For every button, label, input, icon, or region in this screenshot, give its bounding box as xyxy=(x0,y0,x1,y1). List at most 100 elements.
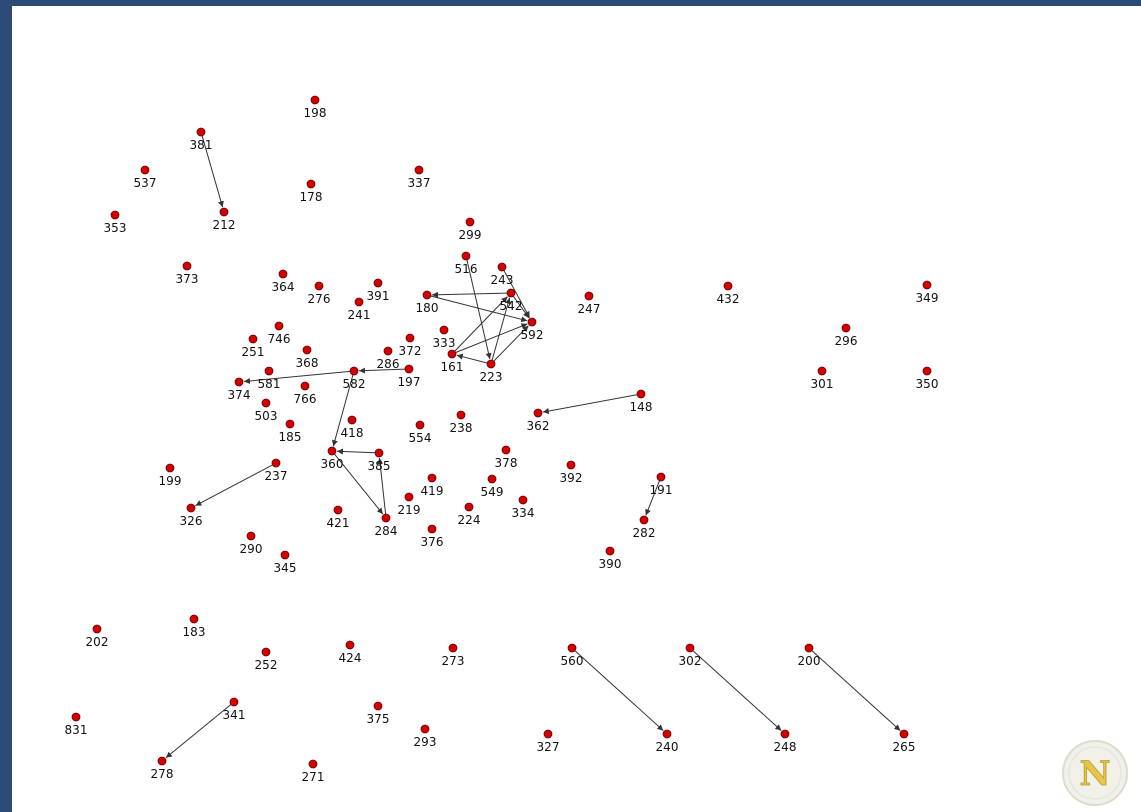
node-dot[interactable] xyxy=(639,515,649,525)
node-265[interactable]: 265 xyxy=(893,729,916,754)
node-dot[interactable] xyxy=(373,701,383,711)
node-284[interactable]: 284 xyxy=(375,513,398,538)
node-dot[interactable] xyxy=(246,531,256,541)
node-dot[interactable] xyxy=(447,349,457,359)
node-248[interactable]: 248 xyxy=(774,729,797,754)
node-376[interactable]: 376 xyxy=(421,524,444,549)
node-333[interactable]: 333 xyxy=(433,325,456,350)
node-dot[interactable] xyxy=(422,290,432,300)
node-503[interactable]: 503 xyxy=(255,398,278,423)
node-327[interactable]: 327 xyxy=(537,729,560,754)
node-180[interactable]: 180 xyxy=(416,290,439,315)
node-dot[interactable] xyxy=(487,474,497,484)
node-dot[interactable] xyxy=(347,415,357,425)
node-dot[interactable] xyxy=(566,460,576,470)
node-373[interactable]: 373 xyxy=(176,261,199,286)
node-345[interactable]: 345 xyxy=(274,550,297,575)
node-251[interactable]: 251 xyxy=(242,334,265,359)
node-dot[interactable] xyxy=(543,729,553,739)
node-dot[interactable] xyxy=(383,346,393,356)
node-dot[interactable] xyxy=(306,179,316,189)
node-dot[interactable] xyxy=(333,505,343,515)
node-dot[interactable] xyxy=(404,364,414,374)
node-dot[interactable] xyxy=(584,291,594,301)
node-dot[interactable] xyxy=(533,408,543,418)
node-223[interactable]: 223 xyxy=(480,359,503,384)
node-dot[interactable] xyxy=(271,458,281,468)
node-dot[interactable] xyxy=(414,165,424,175)
node-421[interactable]: 421 xyxy=(327,505,350,530)
node-360[interactable]: 360 xyxy=(321,446,344,471)
node-dot[interactable] xyxy=(302,345,312,355)
node-dot[interactable] xyxy=(157,756,167,766)
node-161[interactable]: 161 xyxy=(441,349,464,374)
network-graph[interactable]: 198 381 537 178 337 353 212 299 373 516 243 364 276 3… xyxy=(12,6,1141,812)
node-dot[interactable] xyxy=(817,366,827,376)
node-273[interactable]: 273 xyxy=(442,643,465,668)
node-dot[interactable] xyxy=(506,288,516,298)
node-326[interactable]: 326 xyxy=(180,503,203,528)
node-dot[interactable] xyxy=(465,217,475,227)
node-dot[interactable] xyxy=(261,398,271,408)
node-dot[interactable] xyxy=(229,697,239,707)
node-dot[interactable] xyxy=(922,280,932,290)
node-554[interactable]: 554 xyxy=(409,420,432,445)
node-dot[interactable] xyxy=(310,95,320,105)
node-dot[interactable] xyxy=(404,492,414,502)
node-766[interactable]: 766 xyxy=(294,381,317,406)
node-dot[interactable] xyxy=(234,377,244,387)
node-dot[interactable] xyxy=(182,261,192,271)
node-dot[interactable] xyxy=(280,550,290,560)
node-dot[interactable] xyxy=(248,334,258,344)
node-212[interactable]: 212 xyxy=(213,207,236,232)
node-219[interactable]: 219 xyxy=(398,492,421,517)
node-200[interactable]: 200 xyxy=(798,643,821,668)
node-dot[interactable] xyxy=(219,207,229,217)
node-dot[interactable] xyxy=(405,333,415,343)
node-dot[interactable] xyxy=(922,366,932,376)
node-dot[interactable] xyxy=(804,643,814,653)
node-241[interactable]: 241 xyxy=(348,297,371,322)
node-dot[interactable] xyxy=(349,366,359,376)
node-271[interactable]: 271 xyxy=(302,759,325,784)
node-582[interactable]: 582 xyxy=(343,366,366,391)
node-dot[interactable] xyxy=(264,366,274,376)
node-516[interactable]: 516 xyxy=(455,251,478,276)
node-746[interactable]: 746 xyxy=(268,321,291,346)
node-dot[interactable] xyxy=(497,262,507,272)
node-dot[interactable] xyxy=(327,446,337,456)
node-dot[interactable] xyxy=(314,281,324,291)
node-302[interactable]: 302 xyxy=(679,643,702,668)
node-240[interactable]: 240 xyxy=(656,729,679,754)
node-282[interactable]: 282 xyxy=(633,515,656,540)
node-dot[interactable] xyxy=(110,210,120,220)
node-dot[interactable] xyxy=(186,503,196,513)
node-dot[interactable] xyxy=(381,513,391,523)
node-dot[interactable] xyxy=(501,445,511,455)
node-419[interactable]: 419 xyxy=(421,473,444,498)
node-364[interactable]: 364 xyxy=(272,269,295,294)
node-dot[interactable] xyxy=(189,614,199,624)
node-276[interactable]: 276 xyxy=(308,281,331,306)
node-dot[interactable] xyxy=(165,463,175,473)
node-252[interactable]: 252 xyxy=(255,647,278,672)
node-178[interactable]: 178 xyxy=(300,179,323,204)
node-dot[interactable] xyxy=(899,729,909,739)
node-dot[interactable] xyxy=(656,472,666,482)
node-198[interactable]: 198 xyxy=(304,95,327,120)
node-238[interactable]: 238 xyxy=(450,410,473,435)
node-dot[interactable] xyxy=(486,359,496,369)
node-dot[interactable] xyxy=(427,473,437,483)
node-dot[interactable] xyxy=(71,712,81,722)
node-dot[interactable] xyxy=(439,325,449,335)
node-dot[interactable] xyxy=(345,640,355,650)
node-375[interactable]: 375 xyxy=(367,701,390,726)
node-202[interactable]: 202 xyxy=(86,624,109,649)
node-296[interactable]: 296 xyxy=(835,323,858,348)
node-549[interactable]: 549 xyxy=(481,474,504,499)
node-592[interactable]: 592 xyxy=(521,317,544,342)
node-290[interactable]: 290 xyxy=(240,531,263,556)
node-185[interactable]: 185 xyxy=(279,419,302,444)
node-dot[interactable] xyxy=(527,317,537,327)
node-424[interactable]: 424 xyxy=(339,640,362,665)
